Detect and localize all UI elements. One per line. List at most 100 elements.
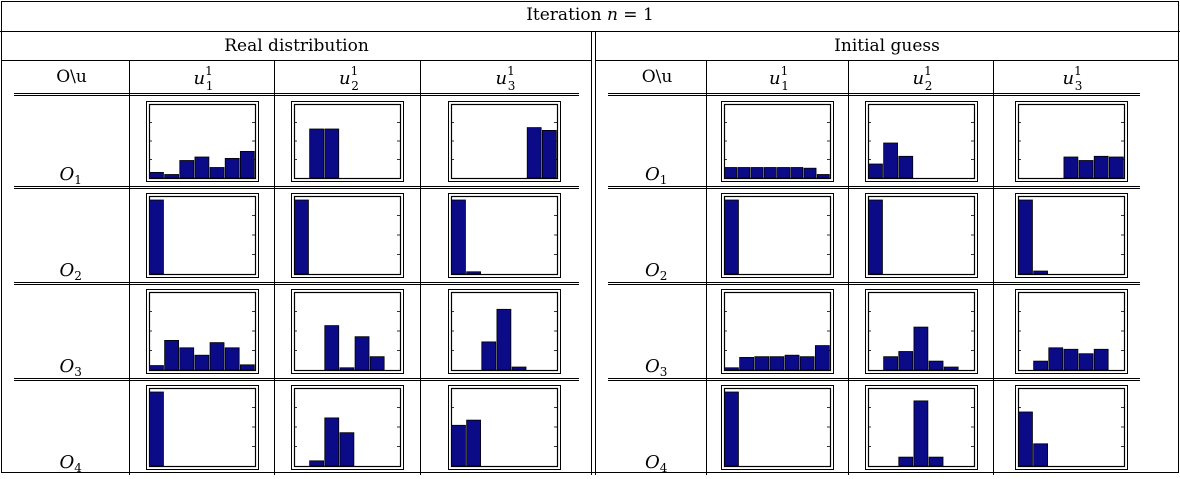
bar (883, 142, 898, 179)
bar (466, 271, 481, 275)
bar (224, 347, 240, 371)
mini-chart-border (291, 289, 404, 374)
mini-chart-axes (867, 291, 976, 372)
bar (339, 432, 355, 467)
mini-chart-border (721, 385, 834, 470)
bar (724, 199, 739, 275)
column-superscript: 1 (1074, 64, 1082, 78)
column-header-u2: u1 2 (913, 64, 933, 93)
row-subscript: 4 (660, 461, 668, 475)
bar (868, 163, 883, 179)
column-symbol: u (496, 68, 508, 89)
row-symbol: O (645, 452, 660, 473)
bar (1093, 348, 1109, 371)
bar (194, 354, 210, 371)
row-symbol: O (645, 260, 660, 281)
bar (209, 167, 225, 179)
mini-chart-axes (293, 103, 402, 180)
mini-chart (291, 193, 404, 278)
column-superscript: 1 (781, 64, 789, 78)
bar (898, 351, 914, 371)
bar (928, 360, 944, 371)
mini-chart (865, 193, 978, 278)
bar (739, 357, 754, 371)
row-symbol: O (60, 452, 75, 473)
mini-chart-axes (293, 291, 402, 372)
bar (1018, 411, 1033, 467)
title-part: = (618, 5, 643, 25)
bar (149, 199, 164, 275)
bar (784, 354, 800, 371)
row-subscript: 2 (660, 269, 668, 283)
mini-chart-axes (148, 103, 257, 180)
bar (179, 347, 195, 371)
bar (790, 167, 804, 179)
bar (149, 365, 164, 371)
row-symbol: O (645, 356, 660, 377)
mini-chart-axes (148, 291, 257, 372)
panel-title: Initial guess (834, 36, 940, 56)
bar (239, 150, 255, 179)
bar (309, 460, 324, 467)
bar (750, 167, 764, 179)
column-subscript: 1 (206, 79, 214, 93)
bar (1063, 156, 1079, 179)
bar (1033, 270, 1048, 275)
row-label-o3: O3 (60, 356, 82, 379)
row-label-o4: O4 (645, 452, 668, 475)
bar (324, 128, 340, 179)
mini-chart (721, 101, 834, 182)
title-part: n (607, 5, 618, 25)
mini-chart-border (865, 193, 978, 278)
bar (913, 400, 929, 467)
mini-chart (291, 385, 404, 470)
mini-chart (448, 385, 561, 470)
mini-chart-border (448, 193, 561, 278)
bar (1108, 156, 1124, 179)
row-subscript: 1 (660, 173, 668, 187)
mini-chart-border (865, 101, 978, 182)
mini-chart-border (291, 193, 404, 278)
mini-chart-border (146, 193, 259, 278)
corner-header: O\u (642, 67, 673, 87)
bar (354, 336, 370, 371)
bar (1093, 155, 1109, 179)
column-header-u1: u1 1 (769, 64, 789, 93)
mini-chart (448, 101, 561, 182)
column-subscript: 1 (781, 79, 789, 93)
bar (769, 356, 785, 371)
bar (898, 155, 914, 179)
bar (451, 199, 466, 275)
column-superscript: 1 (507, 64, 515, 78)
column-header-u3: u1 3 (1063, 64, 1083, 93)
mini-chart (1015, 193, 1128, 278)
bar (209, 342, 225, 371)
mini-chart (448, 289, 561, 374)
bar (1063, 348, 1079, 371)
bar (541, 129, 557, 179)
mini-chart-axes (723, 291, 832, 372)
column-symbol: u (1063, 68, 1075, 89)
row-label-o3: O3 (645, 356, 667, 379)
bar (239, 364, 255, 371)
mini-chart-border (1015, 193, 1128, 278)
bar (294, 199, 309, 275)
mini-chart-axes (293, 387, 402, 468)
bar (369, 356, 385, 371)
column-subscript: 3 (1075, 79, 1083, 93)
mini-chart (1015, 385, 1128, 470)
bar (224, 157, 240, 179)
bar (1078, 160, 1094, 179)
corner-header: O\u (56, 67, 87, 87)
mini-chart-axes (1017, 103, 1126, 180)
row-subscript: 1 (74, 173, 82, 187)
bar (496, 308, 512, 371)
bar (803, 167, 817, 179)
bar (149, 391, 164, 467)
bar (724, 167, 737, 179)
mini-chart-axes (867, 103, 976, 180)
bar (149, 171, 164, 179)
mini-chart (721, 385, 834, 470)
